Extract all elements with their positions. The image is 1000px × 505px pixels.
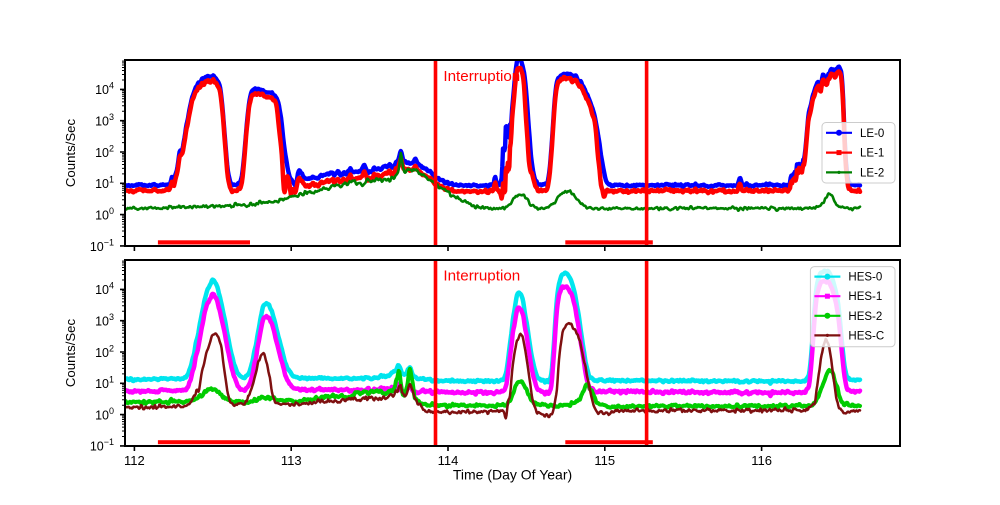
svg-text:LE-0: LE-0 [860, 128, 884, 140]
svg-text:115: 115 [594, 453, 615, 468]
svg-text:112: 112 [124, 453, 145, 468]
svg-text:113: 113 [281, 453, 302, 468]
svg-text:HES-1: HES-1 [848, 291, 882, 303]
svg-text:HES-C: HES-C [848, 330, 884, 342]
svg-text:Time (Day Of Year): Time (Day Of Year) [453, 467, 572, 483]
svg-text:LE-2: LE-2 [860, 167, 884, 179]
svg-text:HES-0: HES-0 [848, 272, 882, 284]
svg-text:LE-1: LE-1 [860, 148, 884, 160]
svg-text:116: 116 [751, 453, 772, 468]
svg-text:Counts/Sec: Counts/Sec [63, 119, 78, 188]
svg-text:Interruption: Interruption [443, 68, 520, 85]
svg-text:Counts/Sec: Counts/Sec [63, 319, 78, 388]
svg-text:114: 114 [438, 453, 459, 468]
svg-text:HES-2: HES-2 [848, 311, 882, 323]
svg-text:Interruption: Interruption [443, 268, 520, 285]
